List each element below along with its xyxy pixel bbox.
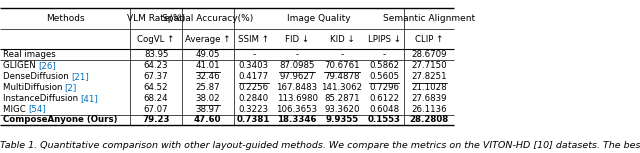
Text: KID ↓: KID ↓ [330, 35, 355, 43]
Text: 28.6709: 28.6709 [412, 50, 447, 59]
Text: 9.9355: 9.9355 [326, 116, 358, 125]
Text: 21.1028: 21.1028 [412, 83, 447, 92]
Text: 87.0985: 87.0985 [279, 61, 315, 70]
Text: CogVL ↑: CogVL ↑ [138, 35, 175, 43]
Text: [41]: [41] [80, 94, 98, 103]
Text: 0.2840: 0.2840 [239, 94, 269, 103]
Text: 0.3223: 0.3223 [239, 104, 269, 114]
Text: 0.7381: 0.7381 [237, 116, 271, 125]
Text: 67.07: 67.07 [144, 104, 168, 114]
Text: 0.7296: 0.7296 [369, 83, 399, 92]
Text: [21]: [21] [71, 72, 88, 81]
Text: 97.9627: 97.9627 [279, 72, 315, 81]
Text: Image Quality: Image Quality [287, 14, 351, 23]
Text: 0.2256: 0.2256 [239, 83, 269, 92]
Text: 68.24: 68.24 [144, 94, 168, 103]
Text: 32.46: 32.46 [195, 72, 220, 81]
Text: 38.97: 38.97 [195, 104, 220, 114]
Text: MultiDiffusion: MultiDiffusion [3, 83, 65, 92]
Text: 27.8251: 27.8251 [412, 72, 447, 81]
Text: 85.2871: 85.2871 [324, 94, 360, 103]
Text: -: - [340, 50, 344, 59]
Text: 141.3062: 141.3062 [321, 83, 363, 92]
Text: 70.6761: 70.6761 [324, 61, 360, 70]
Text: Methods: Methods [46, 14, 84, 23]
Text: 18.3346: 18.3346 [277, 116, 317, 125]
Text: DenseDiffusion: DenseDiffusion [3, 72, 72, 81]
Text: 47.60: 47.60 [194, 116, 221, 125]
Text: Spatial Accuracy(%): Spatial Accuracy(%) [162, 14, 253, 23]
Text: 41.01: 41.01 [195, 61, 220, 70]
Text: [54]: [54] [28, 104, 46, 114]
Text: -: - [252, 50, 255, 59]
Text: 167.8483: 167.8483 [276, 83, 317, 92]
Text: 64.23: 64.23 [144, 61, 168, 70]
Text: 83.95: 83.95 [144, 50, 168, 59]
Text: 93.3620: 93.3620 [324, 104, 360, 114]
Text: GLIGEN: GLIGEN [3, 61, 38, 70]
Text: 64.52: 64.52 [144, 83, 168, 92]
Text: InstanceDiffusion: InstanceDiffusion [3, 94, 81, 103]
Text: 0.1553: 0.1553 [367, 116, 401, 125]
Text: LPIPS ↓: LPIPS ↓ [367, 35, 401, 43]
Text: VLM Rate(%): VLM Rate(%) [127, 14, 185, 23]
Text: Average ↑: Average ↑ [185, 35, 230, 43]
Text: CLIP ↑: CLIP ↑ [415, 35, 444, 43]
Text: ComposeAnyone (Ours): ComposeAnyone (Ours) [3, 116, 118, 125]
Text: 113.6980: 113.6980 [276, 94, 317, 103]
Text: 28.2808: 28.2808 [410, 116, 449, 125]
Text: 26.1136: 26.1136 [412, 104, 447, 114]
Text: 0.6122: 0.6122 [369, 94, 399, 103]
Text: FID ↓: FID ↓ [285, 35, 309, 43]
Text: Real images: Real images [3, 50, 56, 59]
Text: -: - [383, 50, 386, 59]
Text: 0.5605: 0.5605 [369, 72, 399, 81]
Text: MIGC: MIGC [3, 104, 28, 114]
Text: [2]: [2] [65, 83, 77, 92]
Text: 79.23: 79.23 [142, 116, 170, 125]
Text: 79.4878: 79.4878 [324, 72, 360, 81]
Text: Table 1. Quantitative comparison with other layout-guided methods. We compare th: Table 1. Quantitative comparison with ot… [0, 141, 640, 150]
Text: [26]: [26] [38, 61, 56, 70]
Text: 38.02: 38.02 [195, 94, 220, 103]
Text: Semantic Alignment: Semantic Alignment [383, 14, 476, 23]
Text: 25.87: 25.87 [195, 83, 220, 92]
Text: -: - [296, 50, 299, 59]
Text: 0.3403: 0.3403 [239, 61, 269, 70]
Text: 27.6839: 27.6839 [412, 94, 447, 103]
Text: 49.05: 49.05 [195, 50, 220, 59]
Text: 106.3653: 106.3653 [276, 104, 317, 114]
Text: 0.5862: 0.5862 [369, 61, 399, 70]
Text: 0.4177: 0.4177 [239, 72, 269, 81]
Text: 0.6048: 0.6048 [369, 104, 399, 114]
Text: 27.7150: 27.7150 [412, 61, 447, 70]
Text: SSIM ↑: SSIM ↑ [238, 35, 269, 43]
Text: 67.37: 67.37 [144, 72, 168, 81]
